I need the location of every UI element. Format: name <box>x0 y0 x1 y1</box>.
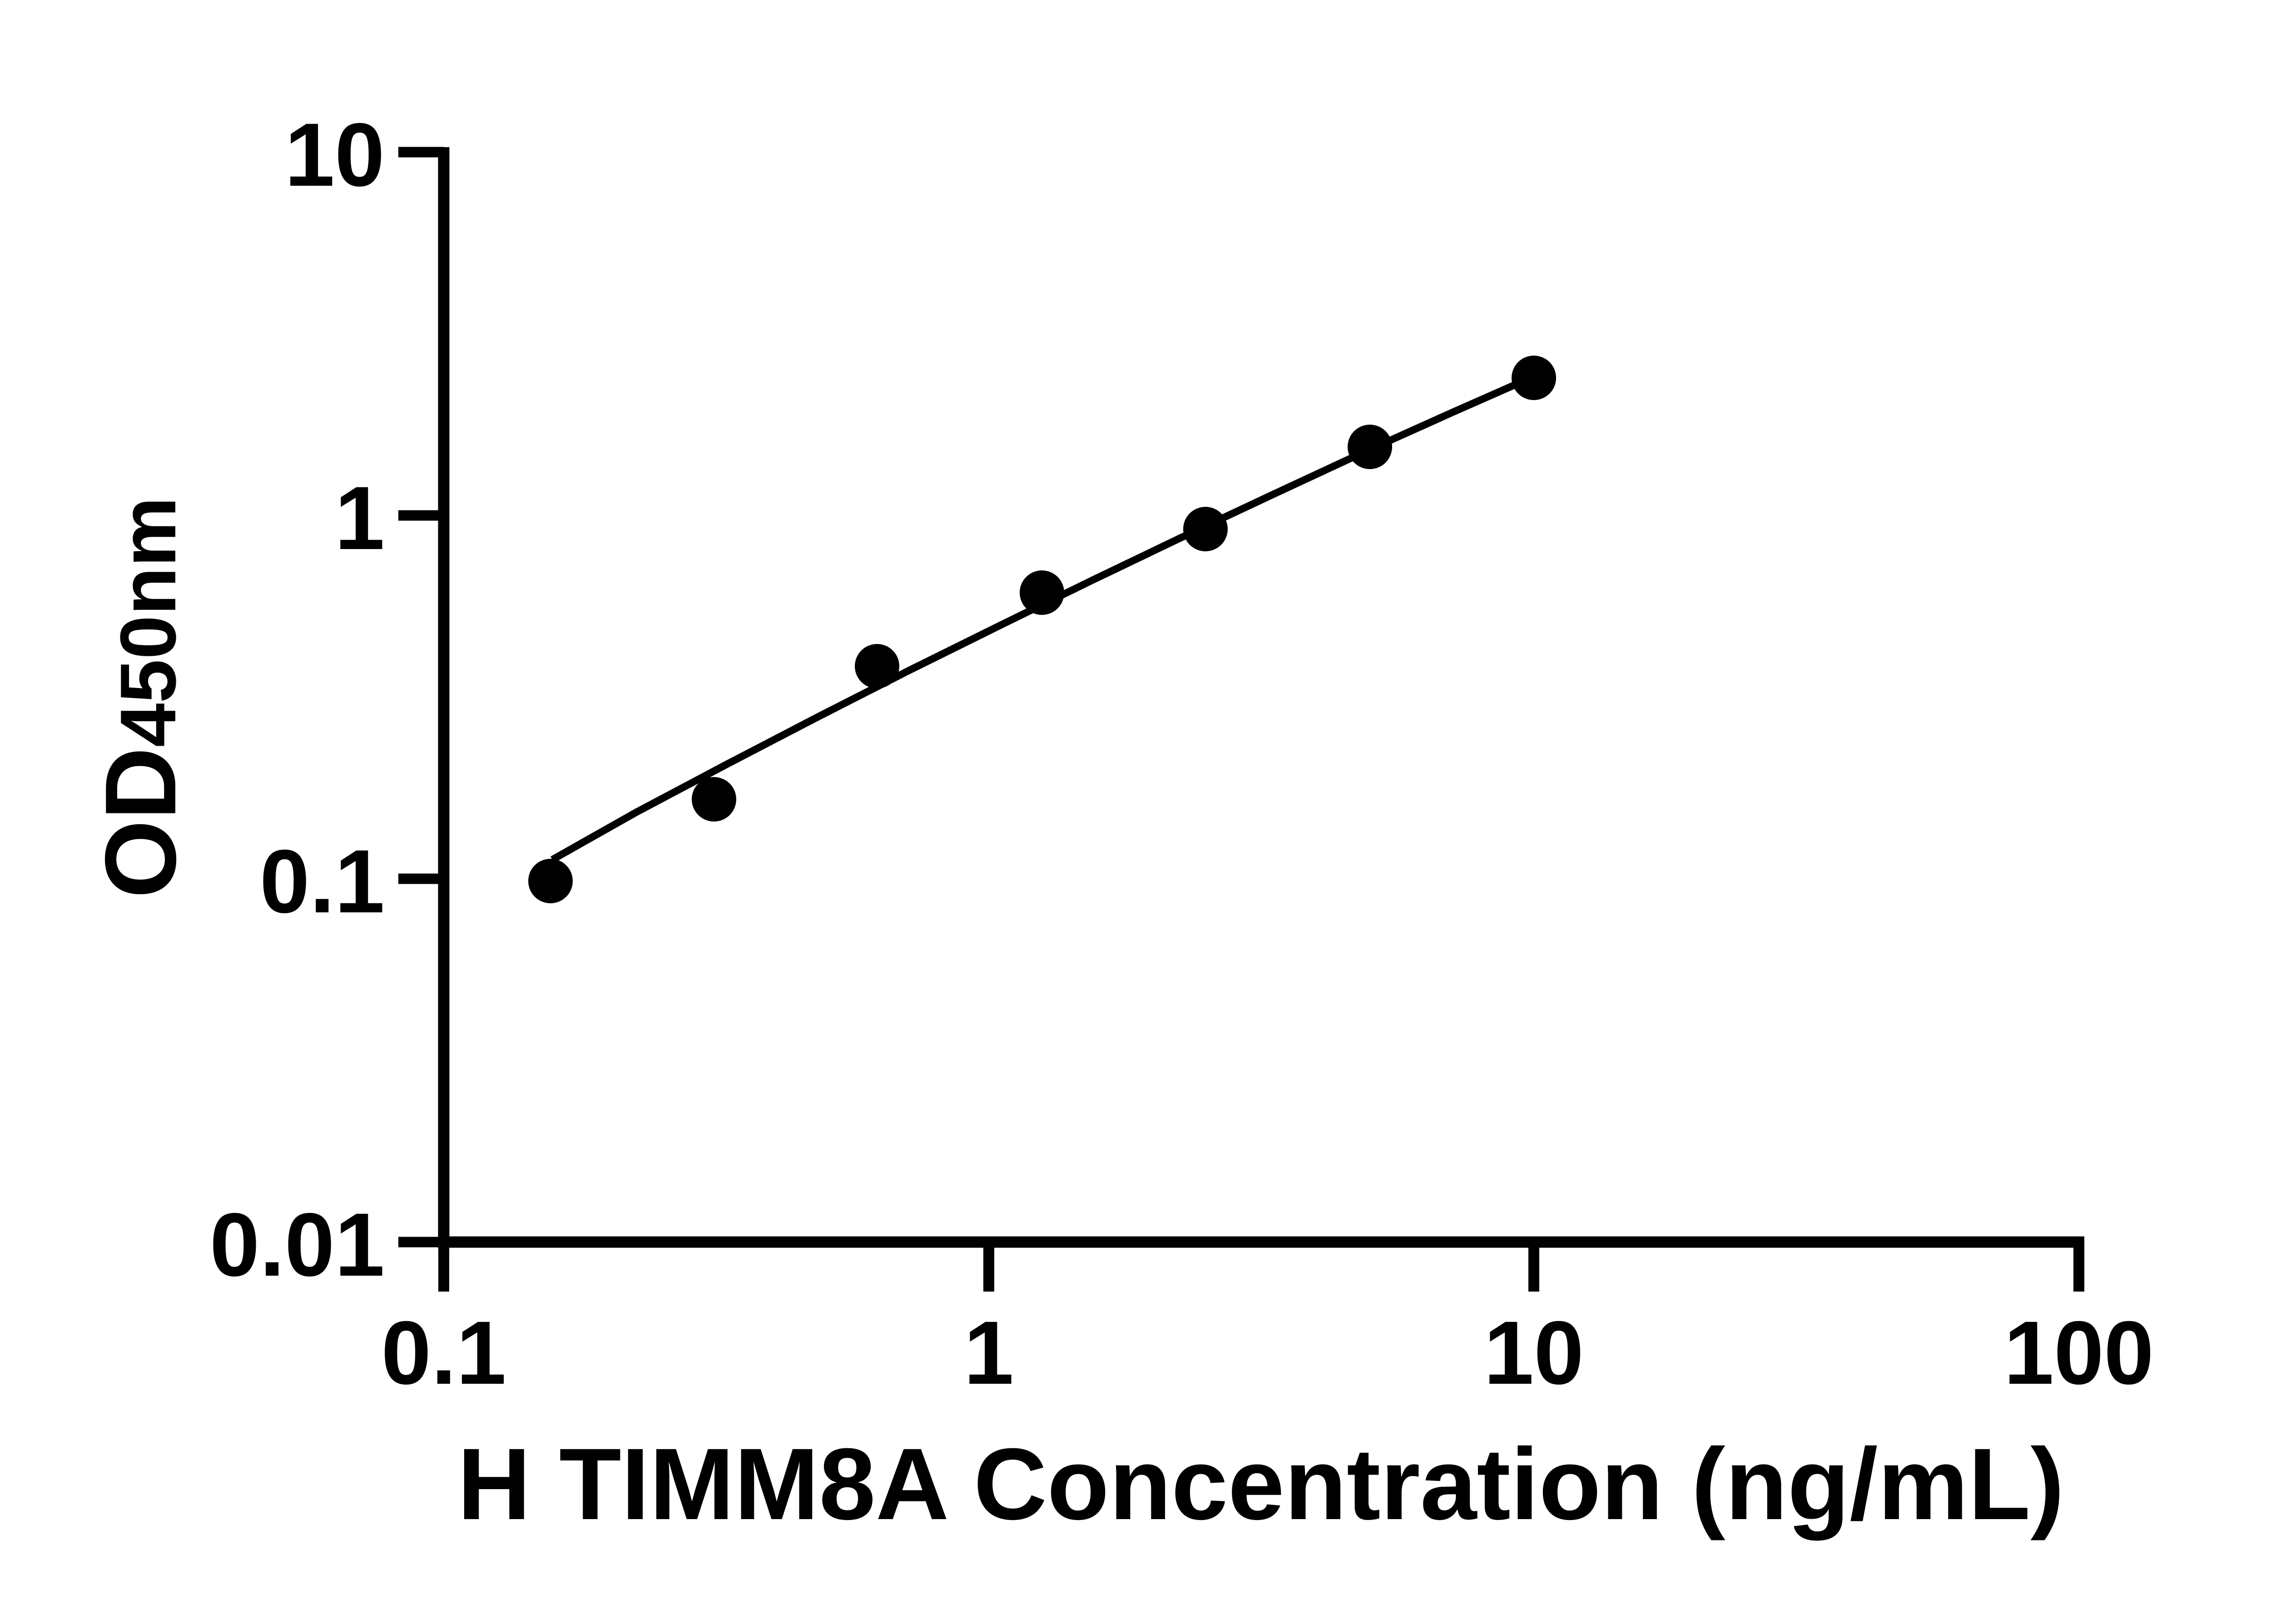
svg-text:1: 1 <box>335 468 385 568</box>
svg-text:0.1: 0.1 <box>381 1302 506 1403</box>
svg-text:10: 10 <box>1484 1302 1584 1403</box>
svg-text:100: 100 <box>2004 1302 2154 1403</box>
svg-text:10: 10 <box>285 104 385 205</box>
svg-text:1: 1 <box>964 1302 1014 1403</box>
svg-text:H TIMM8A Concentration (ng/mL): H TIMM8A Concentration (ng/mL) <box>457 1427 2064 1541</box>
svg-text:OD450nm: OD450nm <box>84 497 197 898</box>
svg-text:0.01: 0.01 <box>210 1194 385 1295</box>
svg-text:0.1: 0.1 <box>260 831 385 931</box>
